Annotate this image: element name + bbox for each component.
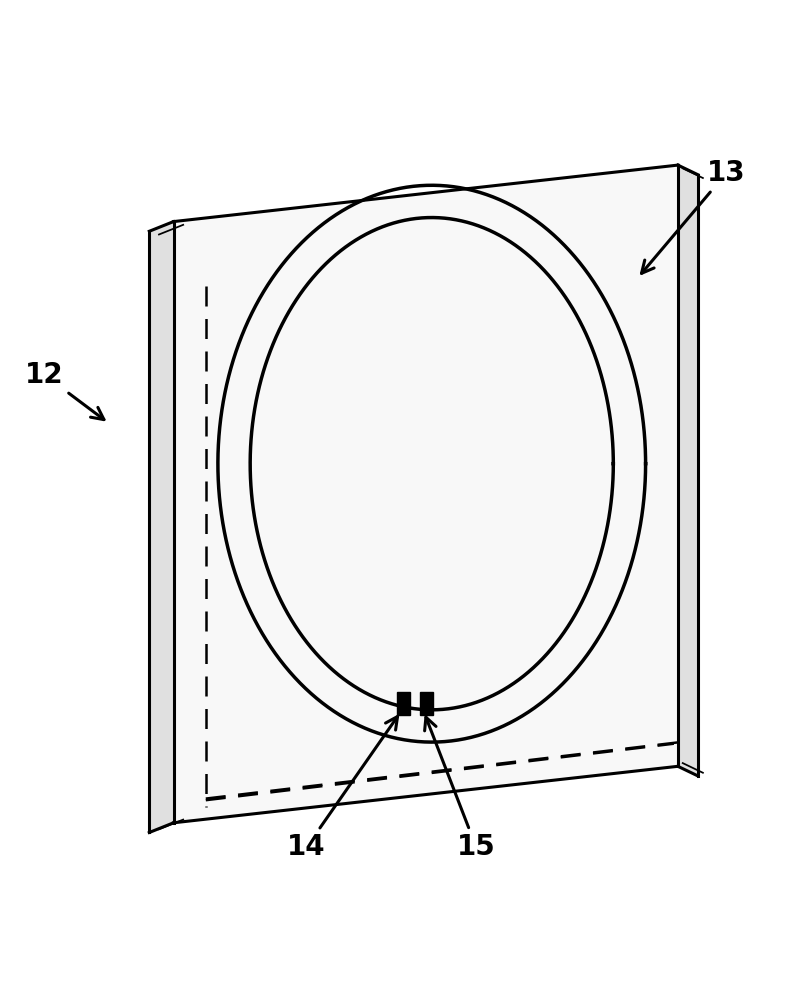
Text: 12: 12 <box>25 361 104 420</box>
Polygon shape <box>174 165 678 823</box>
Polygon shape <box>149 222 174 832</box>
Text: 14: 14 <box>287 717 398 861</box>
Bar <box>420 692 433 715</box>
Bar <box>397 692 410 715</box>
Text: 15: 15 <box>424 717 495 861</box>
Text: 13: 13 <box>642 159 746 273</box>
Polygon shape <box>678 165 698 776</box>
